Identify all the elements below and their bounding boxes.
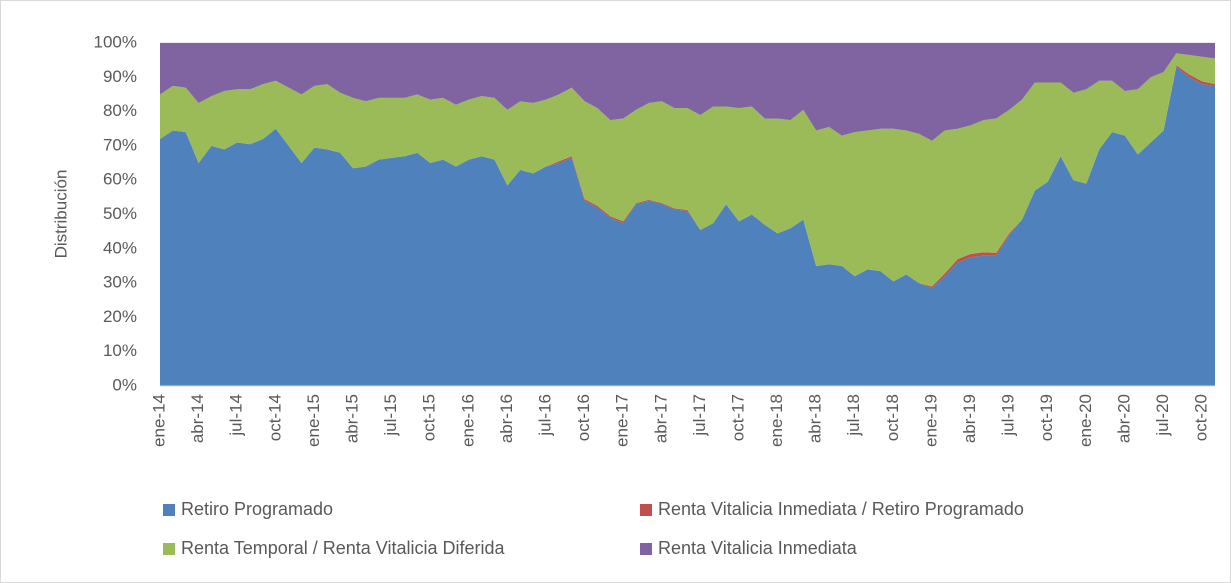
- y-tick-label: 30%: [103, 273, 137, 292]
- y-tick-label: 10%: [103, 341, 137, 360]
- x-tick-label: ene-15: [304, 394, 323, 447]
- x-tick-label: jul-19: [999, 394, 1018, 437]
- x-tick-label: oct-20: [1192, 394, 1211, 441]
- x-tick-label: ene-20: [1076, 394, 1095, 447]
- legend-label: Renta Vitalicia Inmediata / Retiro Progr…: [658, 499, 1024, 519]
- x-tick-label: oct-18: [883, 394, 902, 441]
- legend-swatch: [163, 504, 175, 516]
- x-tick-label: jul-20: [1153, 394, 1172, 437]
- y-tick-label: 90%: [103, 67, 137, 86]
- x-tick-label: ene-17: [613, 394, 632, 447]
- y-tick-label: 20%: [103, 307, 137, 326]
- x-tick-label: abr-17: [651, 394, 670, 443]
- x-tick-label: oct-16: [574, 394, 593, 441]
- legend: Retiro Programado Renta Vitalicia Inmedia…: [163, 499, 1024, 558]
- x-tick-label: oct-19: [1037, 394, 1056, 441]
- x-tick-label: abr-15: [342, 394, 361, 443]
- y-tick-label: 100%: [94, 32, 137, 51]
- legend-label: Renta Vitalicia Inmediata: [658, 538, 858, 558]
- x-tick-label: abr-19: [960, 394, 979, 443]
- x-tick-label: ene-16: [458, 394, 477, 447]
- x-tick-label: abr-16: [497, 394, 516, 443]
- x-tick-label: ene-19: [921, 394, 940, 447]
- x-tick-label: abr-20: [1114, 394, 1133, 443]
- y-tick-label: 80%: [103, 101, 137, 120]
- x-tick-label: ene-14: [149, 394, 168, 447]
- x-tick-label: abr-14: [188, 394, 207, 443]
- x-tick-label: ene-18: [767, 394, 786, 447]
- y-tick-label: 40%: [103, 238, 137, 257]
- legend-swatch: [640, 504, 652, 516]
- y-tick-label: 50%: [103, 204, 137, 223]
- x-tick-label: jul-17: [690, 394, 709, 437]
- legend-label: Renta Temporal / Renta Vitalicia Diferid…: [181, 538, 505, 558]
- x-tick-label: oct-14: [265, 394, 284, 441]
- area: [160, 43, 1215, 141]
- x-tick-label: abr-18: [806, 394, 825, 443]
- legend-swatch: [163, 543, 175, 555]
- y-tick-label: 0%: [112, 375, 137, 394]
- area: [160, 53, 1215, 287]
- y-tick-label: 70%: [103, 135, 137, 154]
- x-tick-label: oct-15: [420, 394, 439, 441]
- area: [160, 67, 1215, 386]
- x-tick-label: oct-17: [728, 394, 747, 441]
- x-tick-label: jul-16: [535, 394, 554, 437]
- x-tick-label: jul-15: [381, 394, 400, 437]
- y-axis-title: Distribución: [51, 170, 70, 259]
- x-tick-label: jul-14: [227, 394, 246, 437]
- y-tick-label: 60%: [103, 170, 137, 189]
- legend-label: Retiro Programado: [181, 499, 333, 519]
- legend-swatch: [640, 543, 652, 555]
- x-tick-label: jul-18: [844, 394, 863, 437]
